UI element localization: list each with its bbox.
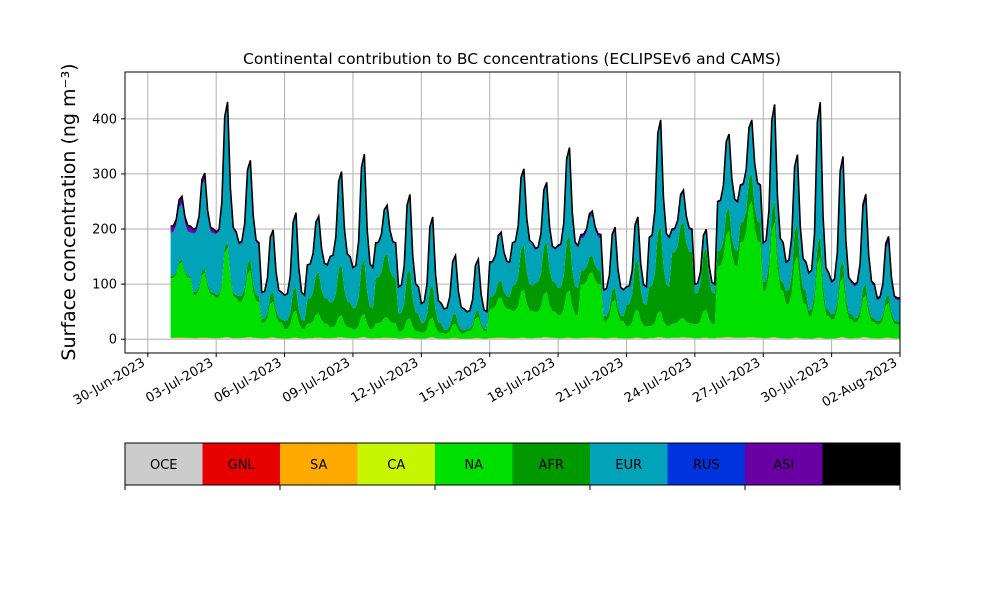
legend-label-asi: ASI (773, 458, 794, 473)
legend-frame (124, 442, 901, 486)
legend-swatch-asi (745, 443, 823, 485)
plot-frame (124, 71, 901, 354)
y-axis-label: Surface concentration (ng m⁻³) (58, 63, 80, 360)
legend-label-eur: EUR (615, 458, 642, 473)
area-eur (170, 107, 901, 330)
legend: OCE GNL SA CA NA AFR EUR RUS ASI AUS (124, 442, 901, 490)
stacked-area-series (170, 101, 901, 340)
y-tick-label: 400 (92, 112, 117, 127)
legend-label-aus: AUS (848, 458, 875, 473)
legend-label-sa: SA (310, 458, 327, 473)
area-oce (170, 337, 901, 340)
legend-swatch-oce (125, 443, 203, 485)
legend-label-oce: OCE (150, 458, 178, 473)
chart-title: Continental contribution to BC concentra… (243, 50, 781, 68)
legend-swatch-ca (357, 443, 435, 485)
legend-label-afr: AFR (539, 458, 564, 473)
legend-label-ca: CA (387, 458, 405, 473)
legend-label-rus: RUS (693, 458, 720, 473)
total-line (170, 101, 901, 313)
legend-swatch-aus (822, 443, 900, 485)
y-axis: 0 100 200 300 400 (92, 112, 125, 348)
y-tick-label: 0 (109, 333, 117, 348)
legend-label-na: NA (464, 458, 483, 473)
legend-swatch-gnl (202, 443, 280, 485)
area-na (170, 201, 901, 339)
legend-label-gnl: GNL (228, 458, 256, 473)
y-tick-label: 200 (92, 223, 117, 238)
total-concentration-line (170, 101, 901, 313)
area-sa (170, 336, 901, 339)
legend-swatch-na (435, 443, 513, 485)
legend-swatch-eur (590, 443, 668, 485)
legend-swatch-afr (512, 443, 590, 485)
legend-swatch-sa (280, 443, 358, 485)
y-tick-label: 100 (92, 278, 117, 293)
y-tick-label: 300 (92, 167, 117, 182)
legend-swatch-rus (667, 443, 745, 485)
area-afr (170, 173, 901, 334)
